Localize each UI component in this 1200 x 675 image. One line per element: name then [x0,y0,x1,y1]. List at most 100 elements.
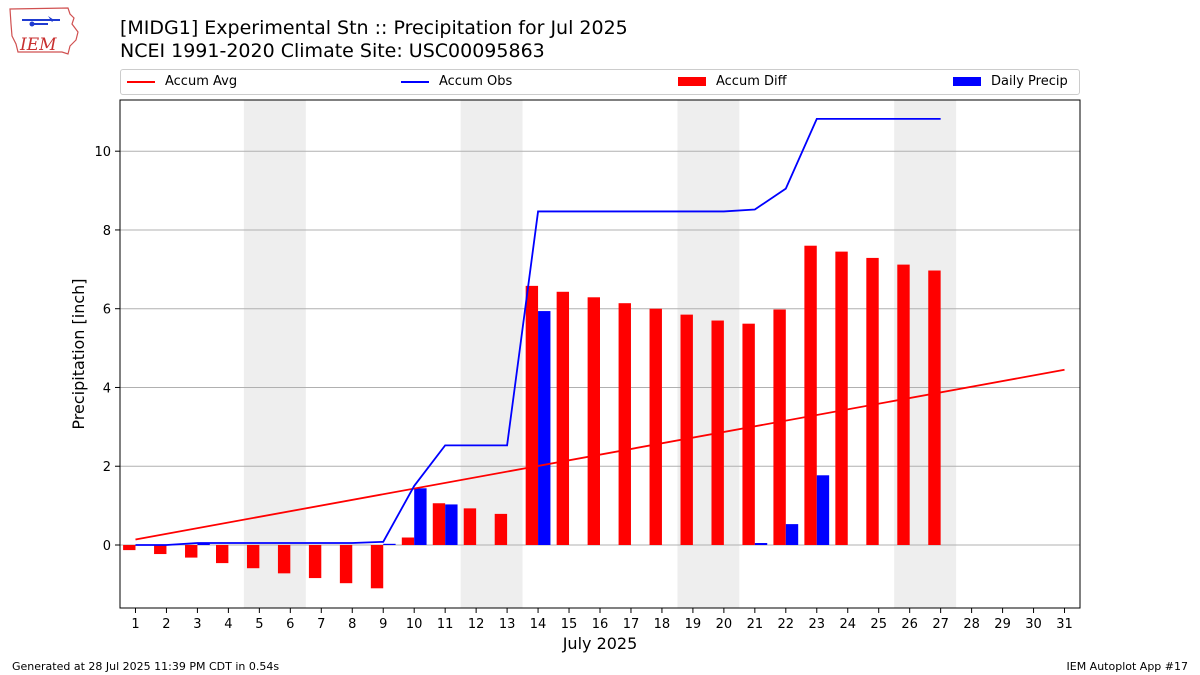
x-tick-label: 24 [839,617,856,632]
accum-obs-line [135,118,941,546]
logo-text: IEM [19,35,57,55]
x-tick-label: 23 [809,617,826,632]
legend-swatch-accum-obs [401,80,429,83]
legend-label-accum-avg: Accum Avg [165,74,238,89]
accum-avg-line [135,368,1065,541]
accum-diff-bar [277,544,291,574]
legend: Accum Avg Accum Obs Accum Diff Daily Pre… [120,69,1080,95]
accum-diff-bar [308,544,322,579]
accum-diff-bar [897,264,910,545]
accum-diff-bar [928,270,941,545]
x-tick-label: 6 [286,617,294,632]
accum-diff-bar [216,544,229,564]
x-tick-label: 10 [406,617,423,632]
x-tick-label: 11 [437,617,454,632]
x-tick-label: 25 [870,617,887,632]
legend-label-accum-obs: Accum Obs [439,74,513,89]
lines [135,118,1065,546]
accum-diff-bar [432,503,446,545]
chart-title: [MIDG1] Experimental Stn :: Precipitatio… [120,17,628,39]
accum-diff-bar [773,309,786,545]
x-tick-label: 7 [317,617,325,632]
legend-label-daily-precip: Daily Precip [991,74,1068,89]
x-axis-label: July 2025 [562,634,638,653]
accum-diff-bar [154,544,167,555]
accum-diff-bar [680,314,693,545]
legend-item-accum-obs: Accum Obs [401,74,512,89]
y-tick-label: 4 [103,381,111,396]
iem-logo: IEM [8,6,82,62]
accum-diff-bar [742,323,755,545]
x-tick-label: 1 [131,617,139,632]
x-tick-label: 29 [994,617,1011,632]
legend-swatch-accum-diff [678,77,706,86]
weekend-shading [243,100,957,608]
x-tick-label: 28 [963,617,980,632]
y-tick-label: 0 [103,539,111,554]
x-tick-label: 20 [716,617,733,632]
x-tick-label: 5 [255,617,263,632]
x-tick-label: 13 [499,617,516,632]
x-tick-label: 4 [224,617,232,632]
legend-item-daily-precip: Daily Precip [953,74,1068,89]
daily-precip-bar [816,475,830,545]
x-tick-label: 26 [901,617,918,632]
chart-subtitle: NCEI 1991-2020 Climate Site: USC00095863 [120,40,545,62]
y-tick-label: 8 [103,224,111,239]
x-tick-label: 12 [468,617,485,632]
footer-generated: Generated at 28 Jul 2025 11:39 PM CDT in… [12,660,280,673]
x-tick-label: 9 [379,617,387,632]
daily-precip-bar [383,543,396,545]
accum-diff-bar [649,308,662,545]
accum-diff-bar [370,544,384,589]
footer-app: IEM Autoplot App #17 [1066,660,1189,673]
accum-diff-bar [185,544,198,558]
x-tick-label: 3 [193,617,201,632]
x-tick-label: 21 [747,617,764,632]
accum-diff-bar [401,537,415,545]
x-tick-label: 22 [778,617,795,632]
accum-diff-bar [246,544,260,569]
accum-diff-bar [339,544,353,584]
legend-label-accum-diff: Accum Diff [716,74,787,89]
daily-precip-bar [754,543,768,545]
y-tick-label: 6 [103,303,111,318]
y-tick-label: 10 [94,145,111,160]
daily-precip-bar [785,524,799,545]
daily-precip-bar [197,543,210,545]
x-tick-label: 2 [162,617,170,632]
accum-diff-bar [804,245,817,545]
x-tick-label: 15 [561,617,578,632]
legend-swatch-daily-precip [953,77,981,86]
x-tick-label: 19 [685,617,702,632]
accum-diff-bar [463,508,477,545]
daily-precip-bar [445,504,458,545]
y-tick-label: 2 [103,460,111,475]
legend-item-accum-avg: Accum Avg [127,74,237,89]
x-tick-label: 17 [623,617,640,632]
accum-diff-bar [123,544,136,551]
weekend-band [243,100,306,608]
x-tick-label: 27 [932,617,949,632]
legend-swatch-accum-avg [127,80,155,83]
accum-diff-bar [866,257,879,545]
x-tick-label: 14 [530,617,547,632]
bars [123,245,941,589]
legend-item-accum-diff: Accum Diff [678,74,787,89]
x-tick-label: 18 [654,617,671,632]
accum-diff-bar [494,513,508,545]
daily-precip-bar [538,311,551,545]
daily-precip-bar [414,488,427,545]
x-tick-label: 30 [1025,617,1042,632]
accum-diff-bar [587,297,600,545]
accum-diff-bar [618,303,631,545]
x-tick-label: 8 [348,617,356,632]
accum-diff-bar [835,251,848,545]
x-tick-label: 31 [1056,617,1073,632]
accum-diff-bar [556,291,570,545]
x-tick-label: 16 [592,617,609,632]
y-axis-label: Precipitation [inch] [69,278,88,429]
accum-diff-bar [525,285,539,545]
